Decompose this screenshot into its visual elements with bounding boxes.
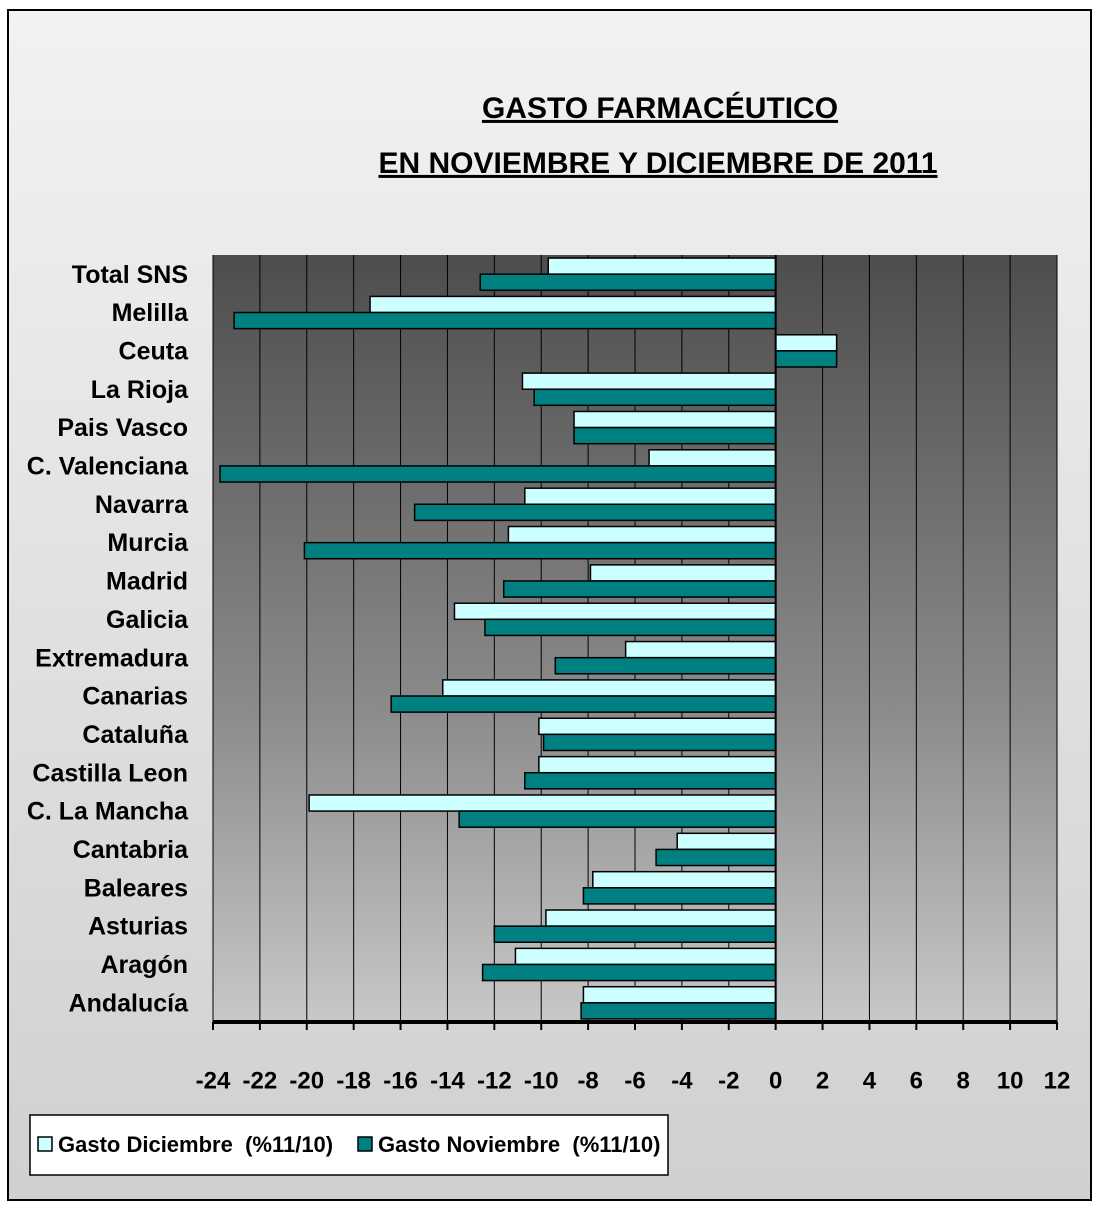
bar	[676, 832, 777, 851]
y-tick-label: Galicia	[106, 606, 189, 634]
x-tick-label: 8	[957, 1067, 970, 1094]
bar	[479, 273, 777, 292]
bar	[219, 465, 777, 483]
bar	[655, 848, 777, 867]
x-tick-label: -14	[430, 1067, 465, 1094]
y-tick-label: Ceuta	[119, 337, 190, 365]
x-tick-label: -20	[289, 1067, 324, 1094]
y-tick-label: Andalucía	[69, 989, 190, 1017]
bar	[493, 925, 777, 943]
bar	[589, 564, 777, 582]
y-tick-label: Cataluña	[82, 721, 189, 749]
bar	[573, 410, 777, 429]
bar	[303, 541, 777, 560]
y-tick-label: Asturias	[88, 913, 188, 941]
bar	[774, 334, 838, 352]
bar	[533, 388, 777, 407]
legend: Gasto Diciembre (%11/10) Gasto Noviembre …	[29, 1114, 669, 1176]
bar	[507, 525, 777, 544]
y-tick-label: Total SNS	[72, 261, 188, 289]
bar	[308, 794, 777, 812]
bar	[582, 887, 777, 905]
y-tick-label: La Rioja	[91, 376, 189, 404]
bar	[542, 733, 777, 752]
bar	[545, 909, 777, 927]
bar	[538, 755, 777, 774]
bar	[369, 295, 777, 314]
y-tick-label: Pais Vasco	[57, 414, 188, 442]
bar	[453, 602, 777, 621]
y-tick-label: Castilla Leon	[32, 759, 188, 787]
x-tick-label: -8	[577, 1067, 598, 1094]
bar	[592, 870, 777, 889]
x-tick-label: -6	[624, 1067, 645, 1094]
bar	[573, 426, 777, 445]
bar	[413, 503, 777, 522]
x-tick-label: -12	[477, 1067, 512, 1094]
bar	[554, 656, 777, 675]
y-tick-label: Murcia	[107, 529, 189, 557]
y-tick-label: C. La Mancha	[27, 798, 189, 826]
y-tick-label: Aragón	[101, 951, 189, 979]
bar	[502, 580, 777, 598]
bar	[233, 311, 777, 330]
y-tick-label: Canarias	[82, 683, 188, 711]
bar	[624, 640, 777, 659]
x-tick-label: 6	[910, 1067, 923, 1094]
bar	[481, 963, 777, 982]
y-tick-label: Navarra	[95, 491, 189, 519]
bar	[458, 810, 777, 828]
chart-title: EN NOVIEMBRE Y DICIEMBRE DE 2011	[378, 147, 937, 180]
legend-label: Gasto Noviembre (%11/10)	[378, 1132, 660, 1157]
bar	[521, 372, 777, 390]
legend-swatch	[37, 1136, 53, 1152]
x-tick-label: -10	[524, 1067, 559, 1094]
y-tick-label: C. Valenciana	[27, 453, 189, 481]
x-tick-label: 10	[997, 1067, 1024, 1094]
bar	[524, 771, 777, 790]
x-tick-label: -4	[671, 1067, 693, 1094]
x-tick-label: 0	[769, 1067, 782, 1094]
bar	[390, 695, 777, 713]
x-tick-label: -2	[718, 1067, 739, 1094]
bar	[524, 487, 777, 506]
bar	[582, 985, 777, 1004]
bar	[442, 679, 777, 697]
bar	[514, 947, 777, 966]
chart-title: GASTO FARMACÉUTICO	[482, 91, 838, 125]
x-tick-label: -22	[243, 1067, 278, 1094]
y-tick-label: Cantabria	[73, 836, 189, 864]
bar	[774, 350, 838, 368]
x-tick-label: 2	[816, 1067, 829, 1094]
legend-label: Gasto Diciembre (%11/10)	[58, 1132, 333, 1157]
bar	[648, 449, 777, 467]
y-tick-label: Madrid	[106, 568, 188, 596]
x-tick-label: -16	[383, 1067, 418, 1094]
bar	[538, 717, 777, 736]
legend-box	[29, 1114, 669, 1176]
legend-swatch	[357, 1136, 373, 1152]
x-tick-label: 4	[863, 1067, 877, 1094]
x-tick-label: -24	[196, 1067, 231, 1094]
y-tick-label: Melilla	[112, 299, 190, 327]
x-tick-label: 12	[1044, 1067, 1071, 1094]
x-tick-label: -18	[336, 1067, 371, 1094]
bar	[547, 257, 777, 275]
bar	[580, 1002, 777, 1020]
y-tick-label: Extremadura	[35, 644, 189, 672]
y-tick-label: Baleares	[84, 874, 188, 902]
bar	[484, 618, 777, 637]
